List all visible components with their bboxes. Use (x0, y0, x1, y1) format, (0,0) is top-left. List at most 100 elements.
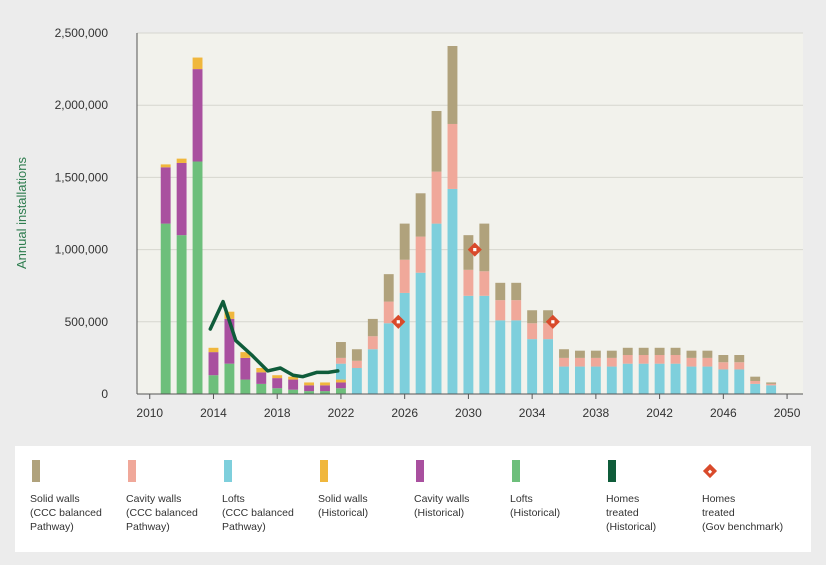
legend-item-solid-walls-ccc: Solid walls (CCC balanced Pathway) (30, 460, 126, 534)
bar-segment (431, 110, 442, 172)
bar-segment (590, 366, 601, 394)
legend-swatch (608, 460, 616, 482)
bar-segment (399, 259, 410, 293)
bar-segment (479, 271, 490, 296)
legend-label: Lofts (CCC balanced Pathway) (222, 493, 294, 533)
bar-segment (160, 223, 171, 394)
bar-segment (511, 300, 522, 321)
bar-segment (559, 349, 569, 358)
bar-segment (463, 295, 474, 394)
bar-segment (479, 295, 490, 394)
y-tick-label: 500,000 (65, 315, 109, 329)
bar-segment (383, 323, 394, 394)
bar-segment (320, 382, 330, 386)
x-tick-label: 2022 (328, 406, 355, 420)
legend-item-cavity-walls-historical: Cavity walls (Historical) (414, 460, 510, 520)
bar-segment (479, 223, 490, 272)
bars (160, 45, 777, 394)
bar-segment (240, 352, 251, 358)
bar-segment (160, 164, 171, 168)
bar-segment (527, 339, 538, 394)
bar-segment (734, 355, 745, 363)
x-tick-label: 2030 (455, 406, 482, 420)
legend-item-lofts-ccc: Lofts (CCC balanced Pathway) (222, 460, 318, 534)
bar-segment (734, 362, 745, 370)
bar-segment (495, 300, 506, 321)
x-tick-label: 2010 (136, 406, 163, 420)
bar-segment (320, 391, 330, 394)
legend-item-solid-walls-historical: Solid walls (Historical) (318, 460, 414, 520)
bar-segment (367, 318, 378, 337)
benchmark-marker (391, 314, 406, 329)
bar-segment (766, 383, 777, 386)
bar-segment (606, 350, 617, 358)
bar-segment (718, 362, 729, 370)
bar-segment (224, 318, 235, 364)
bar-segment (288, 389, 299, 394)
bar-segment (192, 69, 203, 162)
legend-label: Cavity walls (Historical) (414, 493, 470, 519)
bar-segment (431, 223, 442, 394)
bar-segment (256, 368, 267, 373)
bar-segment (622, 347, 633, 356)
bar-segment (622, 363, 633, 394)
legend-swatch (32, 460, 40, 482)
bar-segment (750, 383, 761, 394)
bar-segment (208, 352, 219, 376)
legend-swatch (702, 463, 718, 479)
axes: 0 500,000 1,000,000 1,500,000 2,000,000 2,500… (55, 26, 803, 420)
bar-segment (240, 357, 251, 380)
bar-segment (336, 379, 346, 383)
bar-segment (192, 161, 203, 394)
bar-segment (208, 347, 219, 353)
bar-segment (702, 357, 713, 367)
bar-segment (224, 363, 235, 394)
bar-segment (367, 336, 378, 350)
bar-segment (447, 188, 458, 394)
bar-segment (543, 323, 554, 340)
y-tick-label: 2,500,000 (55, 26, 109, 40)
bar-segment (495, 282, 506, 301)
bar-segment (638, 347, 649, 356)
benchmark-diamond-center (396, 320, 400, 324)
bar-segment (176, 162, 187, 236)
bar-segment (224, 311, 235, 319)
bar-segment (272, 378, 283, 389)
bar-segment (622, 355, 633, 364)
bar-segment (750, 381, 761, 384)
bar-segment (160, 167, 171, 224)
bar-segment (351, 368, 362, 394)
legend-swatch (320, 460, 328, 482)
bar-segment (463, 269, 474, 296)
x-tick-label: 2050 (774, 406, 801, 420)
y-tick-label: 1,500,000 (55, 170, 109, 184)
legend-label: Homes treated (Historical) (606, 493, 657, 533)
legend-item-lofts-historical: Lofts (Historical) (510, 460, 606, 520)
x-tick-label: 2026 (391, 406, 418, 420)
legend-label: Lofts (Historical) (510, 493, 561, 519)
bar-segment (447, 123, 458, 189)
bar-segment (351, 360, 362, 369)
bar-segment (543, 339, 554, 394)
bar-segment (272, 388, 283, 394)
bar-segment (670, 363, 681, 394)
benchmark-diamond-center (551, 320, 555, 324)
bar-segment (543, 310, 554, 324)
x-tick-label: 2038 (583, 406, 610, 420)
bar-segment (766, 382, 777, 384)
bar-segment (336, 382, 346, 389)
y-tick-label: 2,000,000 (55, 98, 109, 112)
bar-segment (559, 366, 569, 394)
legend-label: Solid walls (CCC balanced Pathway) (30, 493, 102, 533)
legend-label: Solid walls (Historical) (318, 493, 369, 519)
benchmark-diamond-center (473, 248, 477, 252)
benchmark-marker (467, 242, 482, 257)
bar-segment (320, 385, 330, 392)
bar-segment (399, 292, 410, 394)
legend-swatch (512, 460, 520, 482)
bar-segment (670, 347, 681, 356)
bar-segment (734, 369, 745, 394)
markers (391, 242, 560, 329)
legend-swatch (128, 460, 136, 482)
